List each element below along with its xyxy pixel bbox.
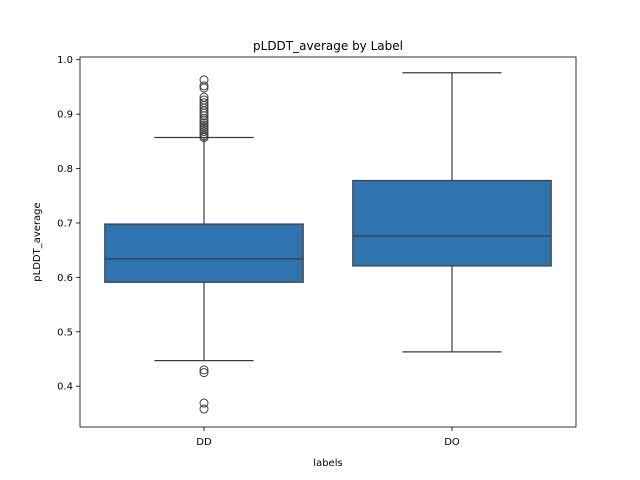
- y-axis: 0.4 0.5 0.6 0.7 0.8 0.9 1.0: [57, 55, 80, 393]
- y-tick-label: 0.7: [57, 218, 73, 229]
- outlier-point: [199, 120, 209, 130]
- y-axis-label: pLDDT_average: [32, 202, 43, 281]
- y-tick-label: 0.9: [57, 110, 73, 121]
- y-tick-label: 0.4: [57, 382, 73, 393]
- y-tick-label: 0.6: [57, 273, 73, 284]
- outlier-point: [199, 398, 209, 408]
- box-do: [352, 72, 552, 353]
- x-tick-label: DO: [444, 437, 460, 448]
- outlier-point: [199, 75, 209, 85]
- outlier-point: [199, 127, 209, 137]
- y-tick-label: 0.5: [57, 327, 73, 338]
- outlier-point: [199, 118, 209, 128]
- outlier-point: [199, 124, 209, 134]
- chart-title: pLDDT_average by Label: [253, 39, 403, 53]
- x-axis: DD DO: [196, 427, 460, 448]
- y-tick-label: 0.8: [57, 164, 73, 175]
- outlier-point: [199, 131, 209, 141]
- outlier-point: [199, 81, 209, 91]
- outlier-point: [199, 365, 209, 375]
- plot-area: [104, 72, 552, 414]
- outlier-point: [199, 95, 209, 105]
- x-tick-label: DD: [196, 437, 212, 448]
- x-axis-label: labels: [313, 458, 342, 469]
- iqr-box: [352, 179, 552, 267]
- outlier-point: [199, 368, 209, 378]
- outlier-point: [199, 122, 209, 132]
- outlier-point: [199, 92, 209, 102]
- box-dd: [104, 75, 304, 414]
- outlier-point: [199, 404, 209, 414]
- plot-frame: [79, 56, 577, 428]
- iqr-box: [104, 223, 304, 283]
- outlier-point: [199, 129, 209, 139]
- outlier-point: [199, 98, 209, 108]
- y-tick-label: 1.0: [57, 55, 73, 66]
